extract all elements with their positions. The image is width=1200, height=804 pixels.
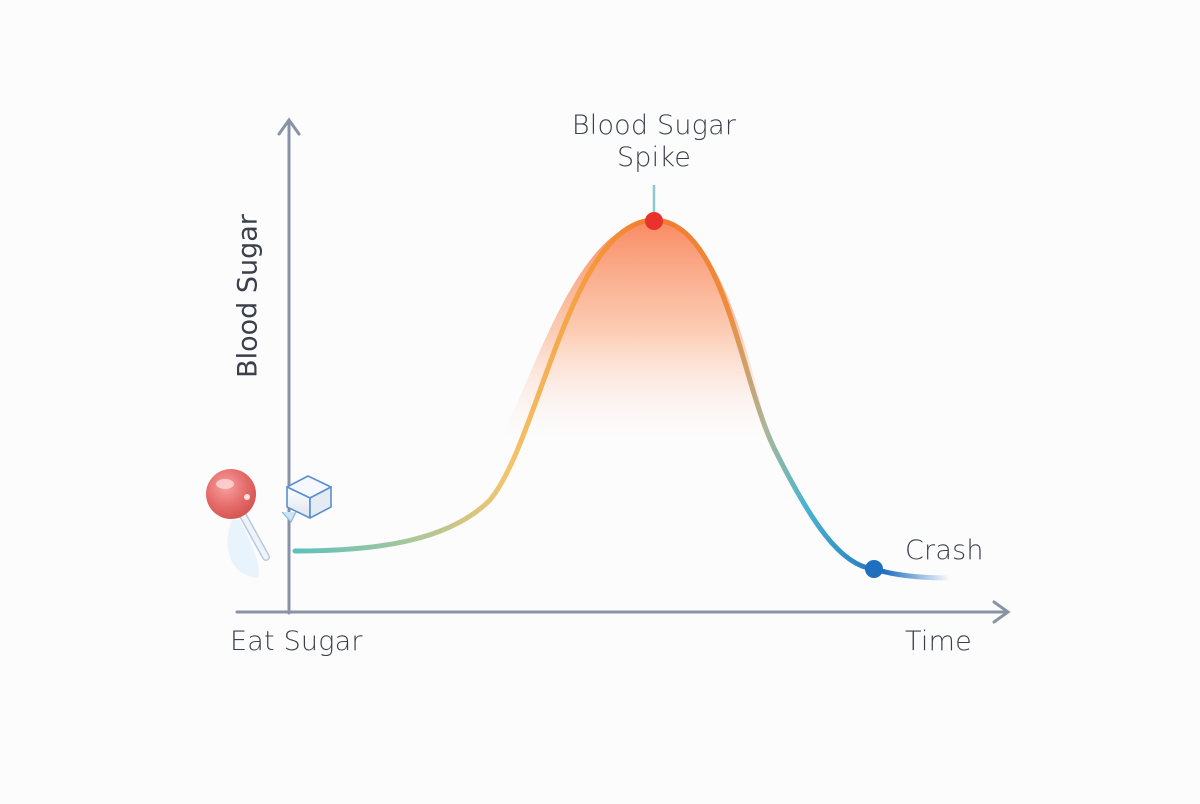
origin-label: Eat Sugar bbox=[230, 626, 363, 657]
sugar-cube-icon bbox=[281, 475, 332, 523]
axes bbox=[235, 117, 1011, 624]
blood-sugar-curve bbox=[292, 217, 953, 581]
crash-marker[interactable] bbox=[865, 560, 883, 578]
y-axis-arrow-icon bbox=[277, 117, 301, 136]
crash-label: Crash bbox=[905, 535, 984, 566]
spike-annotation: Blood Sugar Spike bbox=[572, 110, 736, 175]
spike-marker[interactable] bbox=[645, 212, 663, 230]
spike-label-line1: Blood Sugar bbox=[571, 110, 737, 141]
x-axis-label: Time bbox=[905, 626, 972, 657]
spike-label-line2: Spike bbox=[616, 142, 692, 174]
x-axis-arrow-icon bbox=[992, 600, 1011, 624]
lollipop-icon bbox=[206, 469, 270, 578]
spike-area-fill bbox=[500, 220, 770, 440]
y-axis-label: Blood Sugar bbox=[232, 214, 264, 378]
